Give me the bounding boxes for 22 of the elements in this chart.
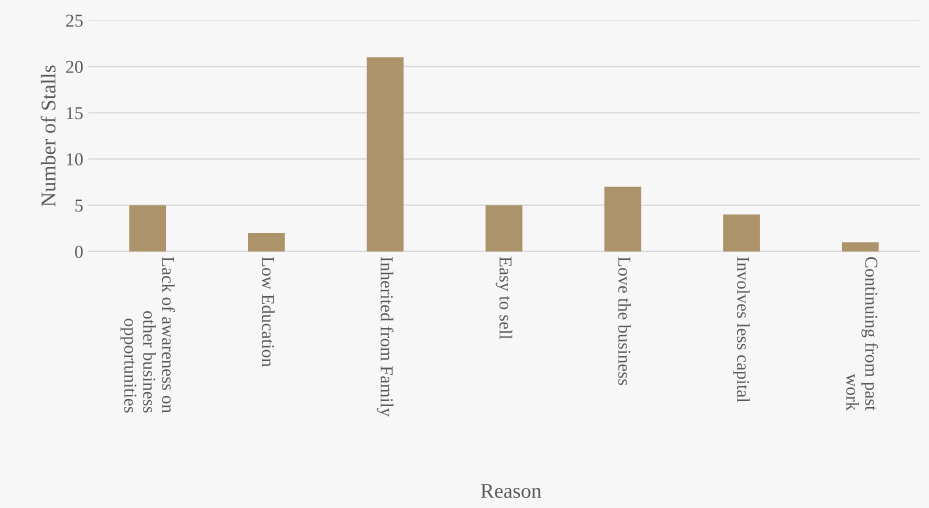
- bar: [723, 214, 760, 252]
- x-tick-label: Inherited from Family: [376, 256, 394, 417]
- y-tick-label: 0: [75, 246, 83, 258]
- x-tick-label: Continuing from past work: [846, 257, 878, 411]
- x-axis-title: Reason: [480, 484, 542, 498]
- bar: [486, 205, 522, 252]
- y-tick-label: 10: [66, 153, 83, 166]
- y-tick-label: 25: [66, 14, 83, 27]
- x-tick-label: Easy to sell: [496, 256, 512, 340]
- y-tick-label: 15: [66, 107, 83, 120]
- bar: [842, 242, 879, 252]
- y-tick-label: 5: [75, 200, 83, 212]
- bar: [248, 232, 285, 252]
- bar: [366, 57, 404, 252]
- x-tick-label: Love the business: [618, 256, 631, 386]
- y-axis-title: Number of Stalls: [40, 65, 56, 206]
- bar: [129, 205, 166, 252]
- x-tick-label: Low Education: [262, 256, 275, 367]
- bar: [604, 186, 642, 252]
- x-tick-label: Involves less capital: [733, 256, 750, 402]
- x-tick-label: Lack of awareness on other business opportunities: [120, 256, 175, 413]
- y-tick-label: 20: [66, 60, 83, 73]
